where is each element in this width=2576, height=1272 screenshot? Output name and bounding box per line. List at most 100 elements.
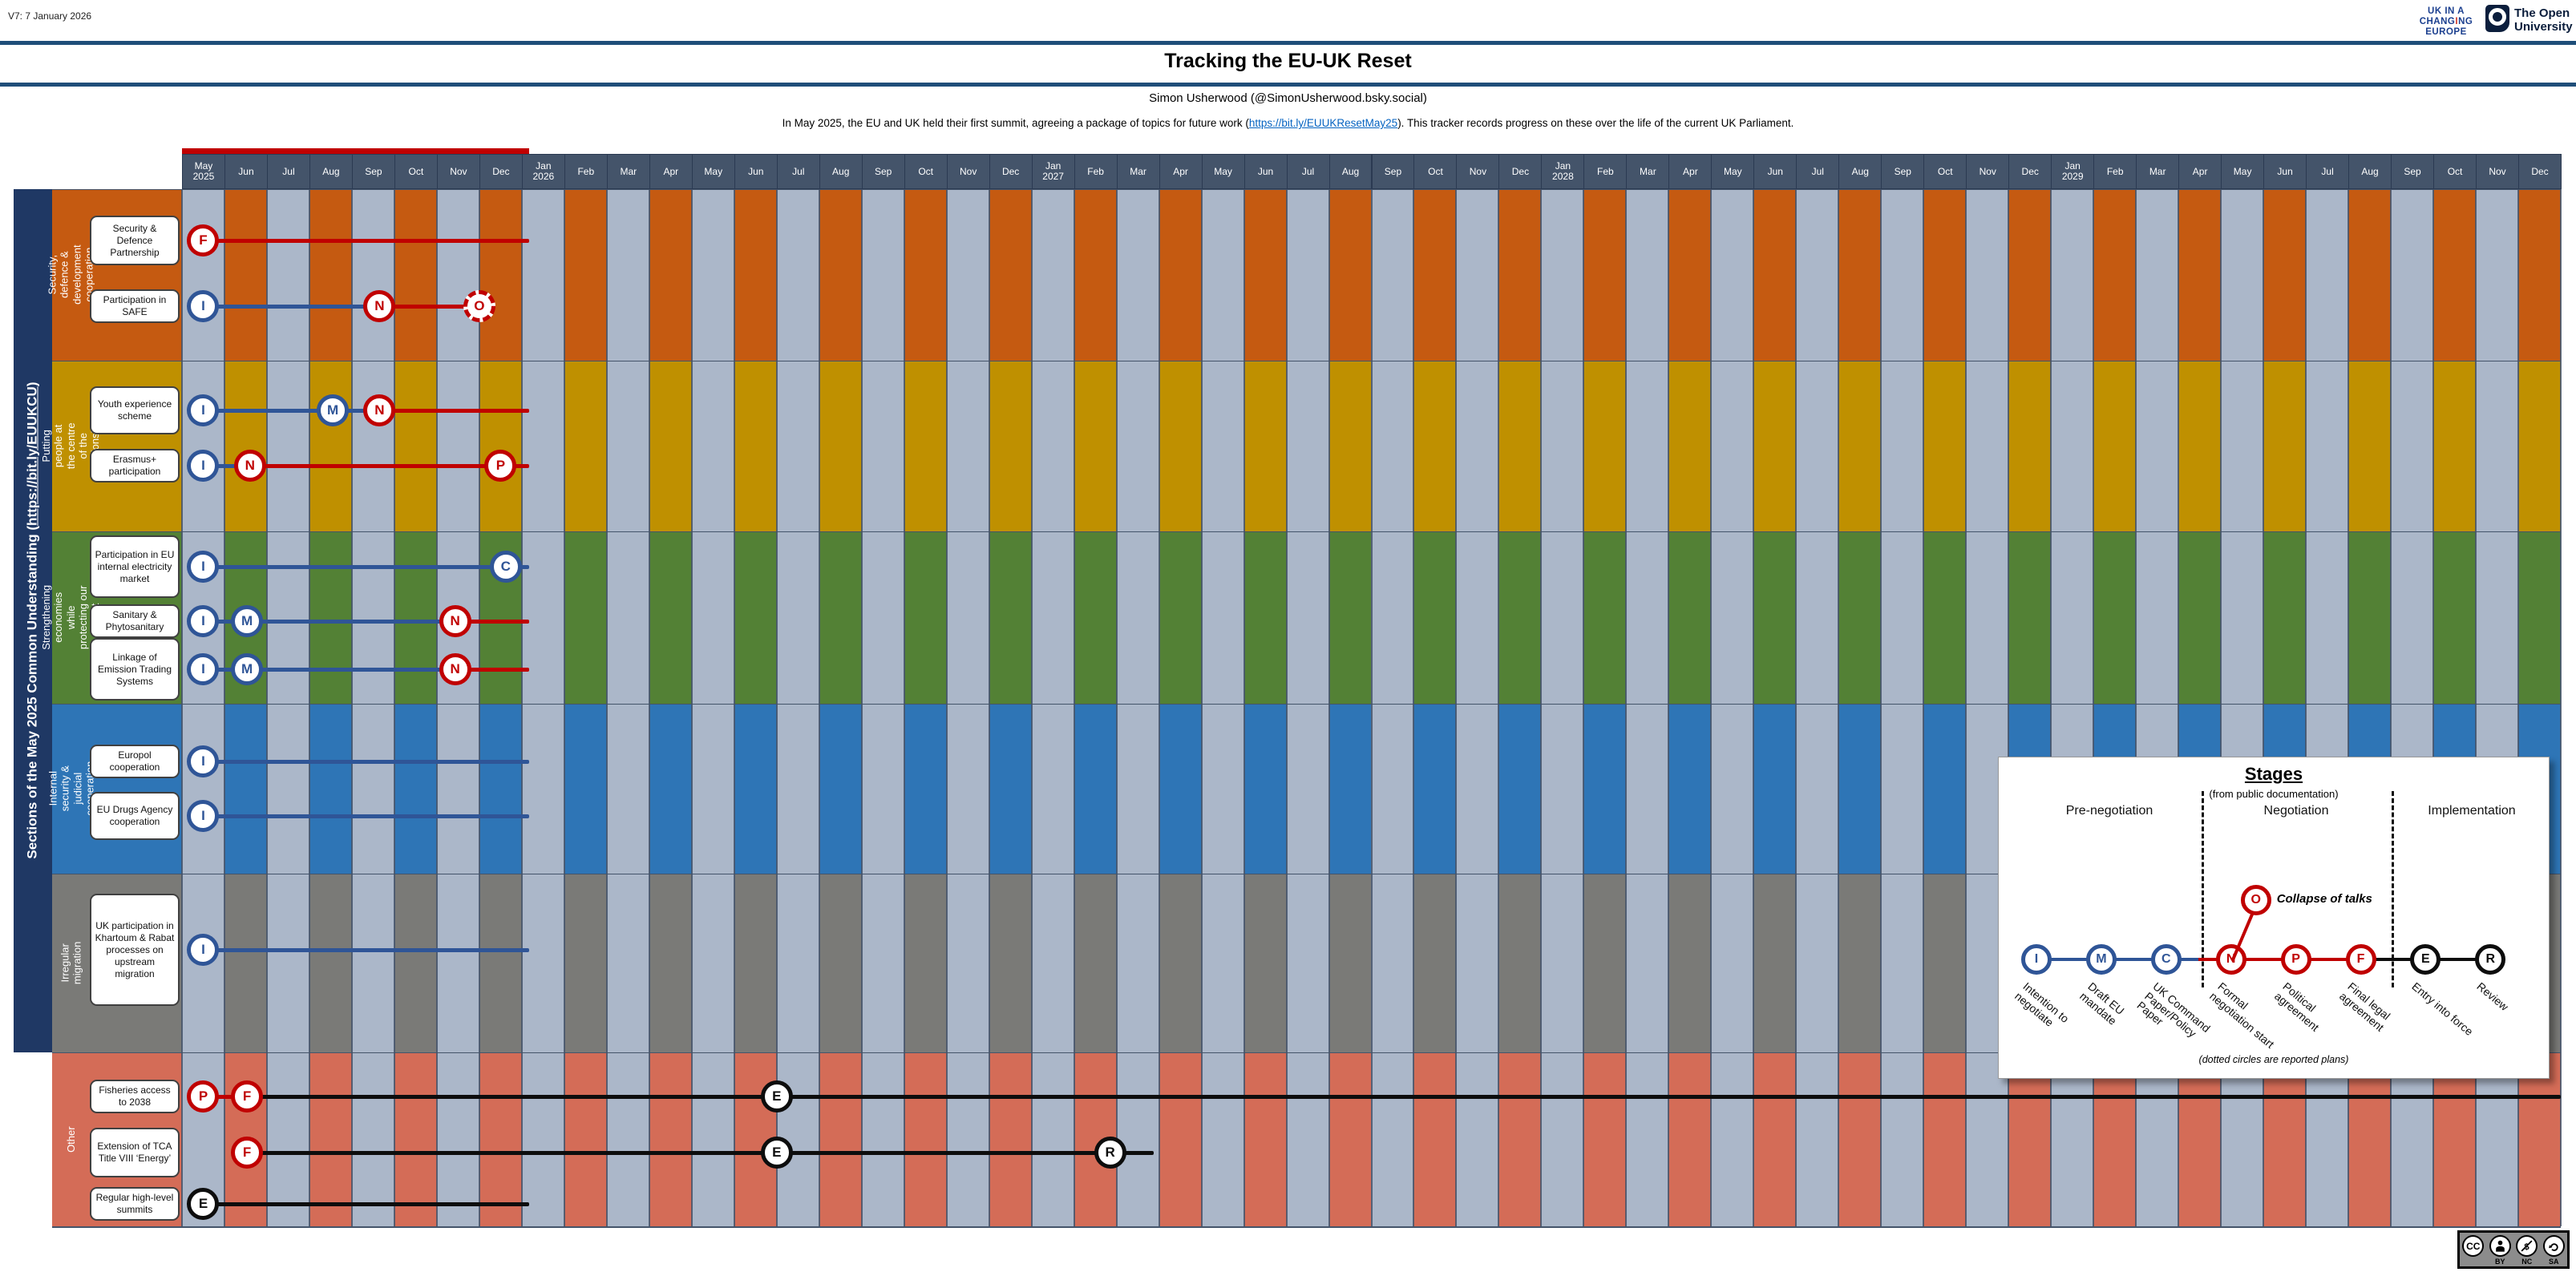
column-separator [988,189,990,1226]
month-stripe [1838,1053,1882,1226]
month-stripe [1923,705,1967,874]
month-stripe [1498,532,1542,704]
sidebar-title-after: ) [24,382,40,387]
month-stripe [1668,874,1712,1052]
month-header-cell: Nov [2476,154,2519,189]
column-separator [1200,189,1203,1226]
cc-license-badge[interactable]: CC BY $ NC SA [2457,1230,2570,1269]
cc-by-col: BY [2488,1235,2512,1266]
column-separator [1413,189,1415,1226]
month-stripe [564,874,607,1052]
stage-line-negotiation [203,238,529,243]
column-separator [818,189,820,1226]
month-header-text: Sep [1384,165,1402,177]
column-separator [265,189,268,1226]
month-header-text: Apr [1173,165,1188,177]
month-stripe [819,874,862,1052]
month-header-text: Jul [1811,165,1824,177]
row-label: Linkage of Emission Trading Systems [90,638,180,701]
month-header-text: May [194,160,213,172]
month-header-cell: May [691,154,735,189]
column-separator [860,189,863,1226]
month-stripe [1838,705,1882,874]
month-header-text: May [704,165,723,177]
row-label: Security & Defence Partnership [90,216,180,265]
stage-line-pre [203,564,529,569]
sidebar-title-before: Sections of the May 2025 Common Understa… [24,526,40,860]
month-stripe [2178,1053,2222,1226]
month-header-cell: Jun [734,154,778,189]
month-stripe [1838,874,1882,1052]
month-header-cell: Oct [1923,154,1967,189]
month-stripe [1244,1053,1287,1226]
row-label: Fisheries access to 2038 [90,1080,180,1113]
sidebar-link[interactable]: https://bit.ly/EUUKCU [24,386,40,527]
month-stripe [1159,532,1202,704]
month-header-cell: Mar [1626,154,1670,189]
month-stripe [1923,1053,1967,1226]
month-stripe [2093,532,2137,704]
column-separator [1753,189,1755,1226]
month-stripe [309,1053,352,1226]
legend-stage-label: Review [2474,979,2512,1013]
month-stripe [1753,874,1797,1052]
category-label: Internal security & judicial cooperation [47,704,95,874]
month-stripe [564,705,607,874]
month-stripe [479,705,522,874]
month-header-cell: Jan 2027 [1031,154,1075,189]
stage-marker-I: I [187,290,220,322]
stage-marker-I: I [187,934,220,966]
month-stripe [2433,190,2477,361]
intro-link[interactable]: https://bit.ly/EUUKResetMay25 [1248,117,1398,129]
month-stripe [989,532,1032,704]
legend-stage-C: C [2150,944,2182,975]
stage-marker-E: E [187,1188,220,1220]
row-label: Europol cooperation [90,745,180,778]
legend-stage-I: I [2021,944,2052,975]
month-header-text: Jun [1767,165,1783,177]
column-separator [605,189,608,1226]
row-label: EU Drugs Agency cooperation [90,792,180,840]
column-separator [181,189,183,1226]
month-stripe [1413,190,1457,361]
month-stripe [394,705,437,874]
month-stripe [1159,874,1202,1052]
legend-stage-O: O [2240,885,2271,915]
column-separator [2517,189,2520,1226]
month-stripe [1923,874,1967,1052]
month-header-cell: Aug [1328,154,1373,189]
month-header-cell: Jul [2306,154,2350,189]
month-stripe [1244,361,1287,531]
legend-phase-divider [2202,791,2204,987]
month-header-text: Aug [1851,165,1869,177]
month-stripe [394,361,437,531]
month-stripe [819,705,862,874]
month-stripe [1413,361,1457,531]
month-header-cell: Jul [266,154,310,189]
month-header-cell: Dec [2518,154,2562,189]
month-header-cell: Feb [1074,154,1118,189]
ou-o-icon [2489,8,2506,26]
month-stripe [394,874,437,1052]
ukice-line-1: UK IN A [2428,6,2465,16]
cc-nc-col: $ NC [2515,1235,2539,1266]
month-stripe [649,705,692,874]
month-stripe [1498,874,1542,1052]
cc-nc-dollar-icon: $ [2516,1235,2538,1257]
month-stripe [2433,1053,2477,1226]
stage-line-implementation [203,1201,529,1206]
month-header-text: Mar [1130,165,1146,177]
column-separator [2263,189,2265,1226]
legend-line-pre [2166,958,2199,961]
month-stripe [1244,874,1287,1052]
row-label: Regular high-level summits [90,1187,180,1221]
column-separator [2348,189,2350,1226]
month-stripe [1244,532,1287,704]
column-separator [1498,189,1500,1226]
month-header-cell: Nov [436,154,480,189]
month-stripe [649,361,692,531]
month-stripe [1923,532,1967,704]
month-stripe [989,190,1032,361]
month-header-text: Dec [492,165,510,177]
month-stripe [2518,190,2561,361]
